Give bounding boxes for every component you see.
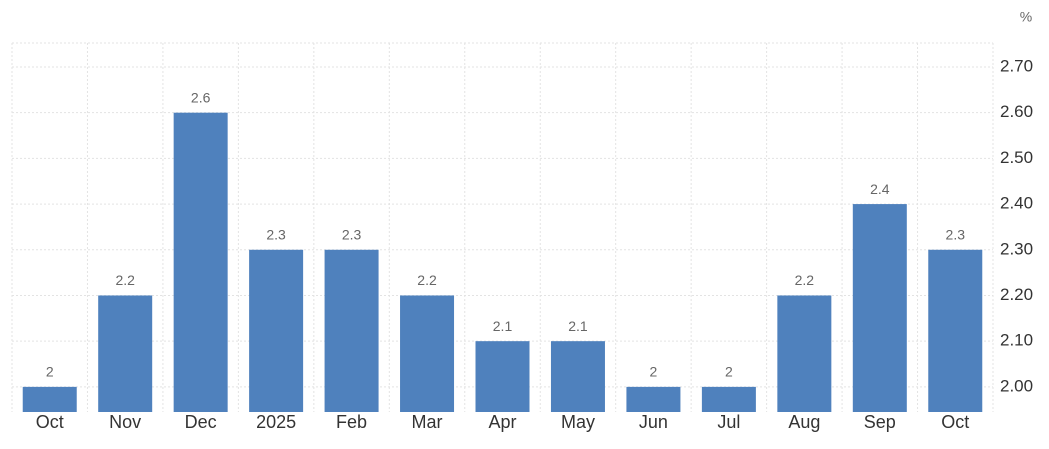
value-label: 2.2 — [115, 272, 135, 288]
bar — [324, 249, 379, 412]
unit-label: % — [1020, 9, 1032, 25]
value-label: 2 — [46, 364, 54, 380]
value-label: 2 — [650, 364, 658, 380]
y-tick-label: 2.20 — [1000, 285, 1033, 304]
bar — [777, 295, 832, 412]
value-label: 2.3 — [946, 226, 966, 242]
x-tick-label: Oct — [36, 412, 64, 432]
bar — [928, 249, 983, 412]
x-tick-label: Aug — [788, 412, 820, 432]
bar — [22, 386, 77, 412]
bar — [701, 386, 756, 412]
bar — [626, 386, 681, 412]
bar — [550, 341, 605, 412]
bar — [173, 112, 228, 412]
value-label: 2.6 — [191, 89, 211, 105]
value-label: 2.1 — [568, 318, 588, 334]
value-label: 2.1 — [493, 318, 513, 334]
bar — [249, 249, 304, 412]
x-tick-label: 2025 — [256, 412, 296, 432]
x-tick-label: Sep — [864, 412, 896, 432]
x-tick-label: May — [561, 412, 595, 432]
x-tick-label: Oct — [941, 412, 969, 432]
y-tick-label: 2.30 — [1000, 239, 1033, 258]
value-label: 2 — [725, 364, 733, 380]
value-label: 2.4 — [870, 181, 890, 197]
x-tick-label: Feb — [336, 412, 367, 432]
x-tick-label: Jun — [639, 412, 668, 432]
y-tick-label: 2.60 — [1000, 102, 1033, 121]
x-tick-label: Jul — [717, 412, 740, 432]
y-tick-label: 2.10 — [1000, 331, 1033, 350]
bar — [98, 295, 153, 412]
x-tick-label: Apr — [488, 412, 516, 432]
y-tick-label: 2.70 — [1000, 56, 1033, 75]
bar — [400, 295, 455, 412]
y-tick-label: 2.00 — [1000, 376, 1033, 395]
y-tick-label: 2.40 — [1000, 194, 1033, 213]
x-tick-label: Mar — [412, 412, 443, 432]
value-label: 2.3 — [342, 226, 362, 242]
value-label: 2.2 — [795, 272, 815, 288]
bar — [852, 204, 907, 412]
bar — [475, 341, 530, 412]
value-label: 2.2 — [417, 272, 437, 288]
y-tick-label: 2.50 — [1000, 148, 1033, 167]
value-label: 2.3 — [266, 226, 286, 242]
x-tick-label: Nov — [109, 412, 141, 432]
x-tick-label: Dec — [185, 412, 217, 432]
